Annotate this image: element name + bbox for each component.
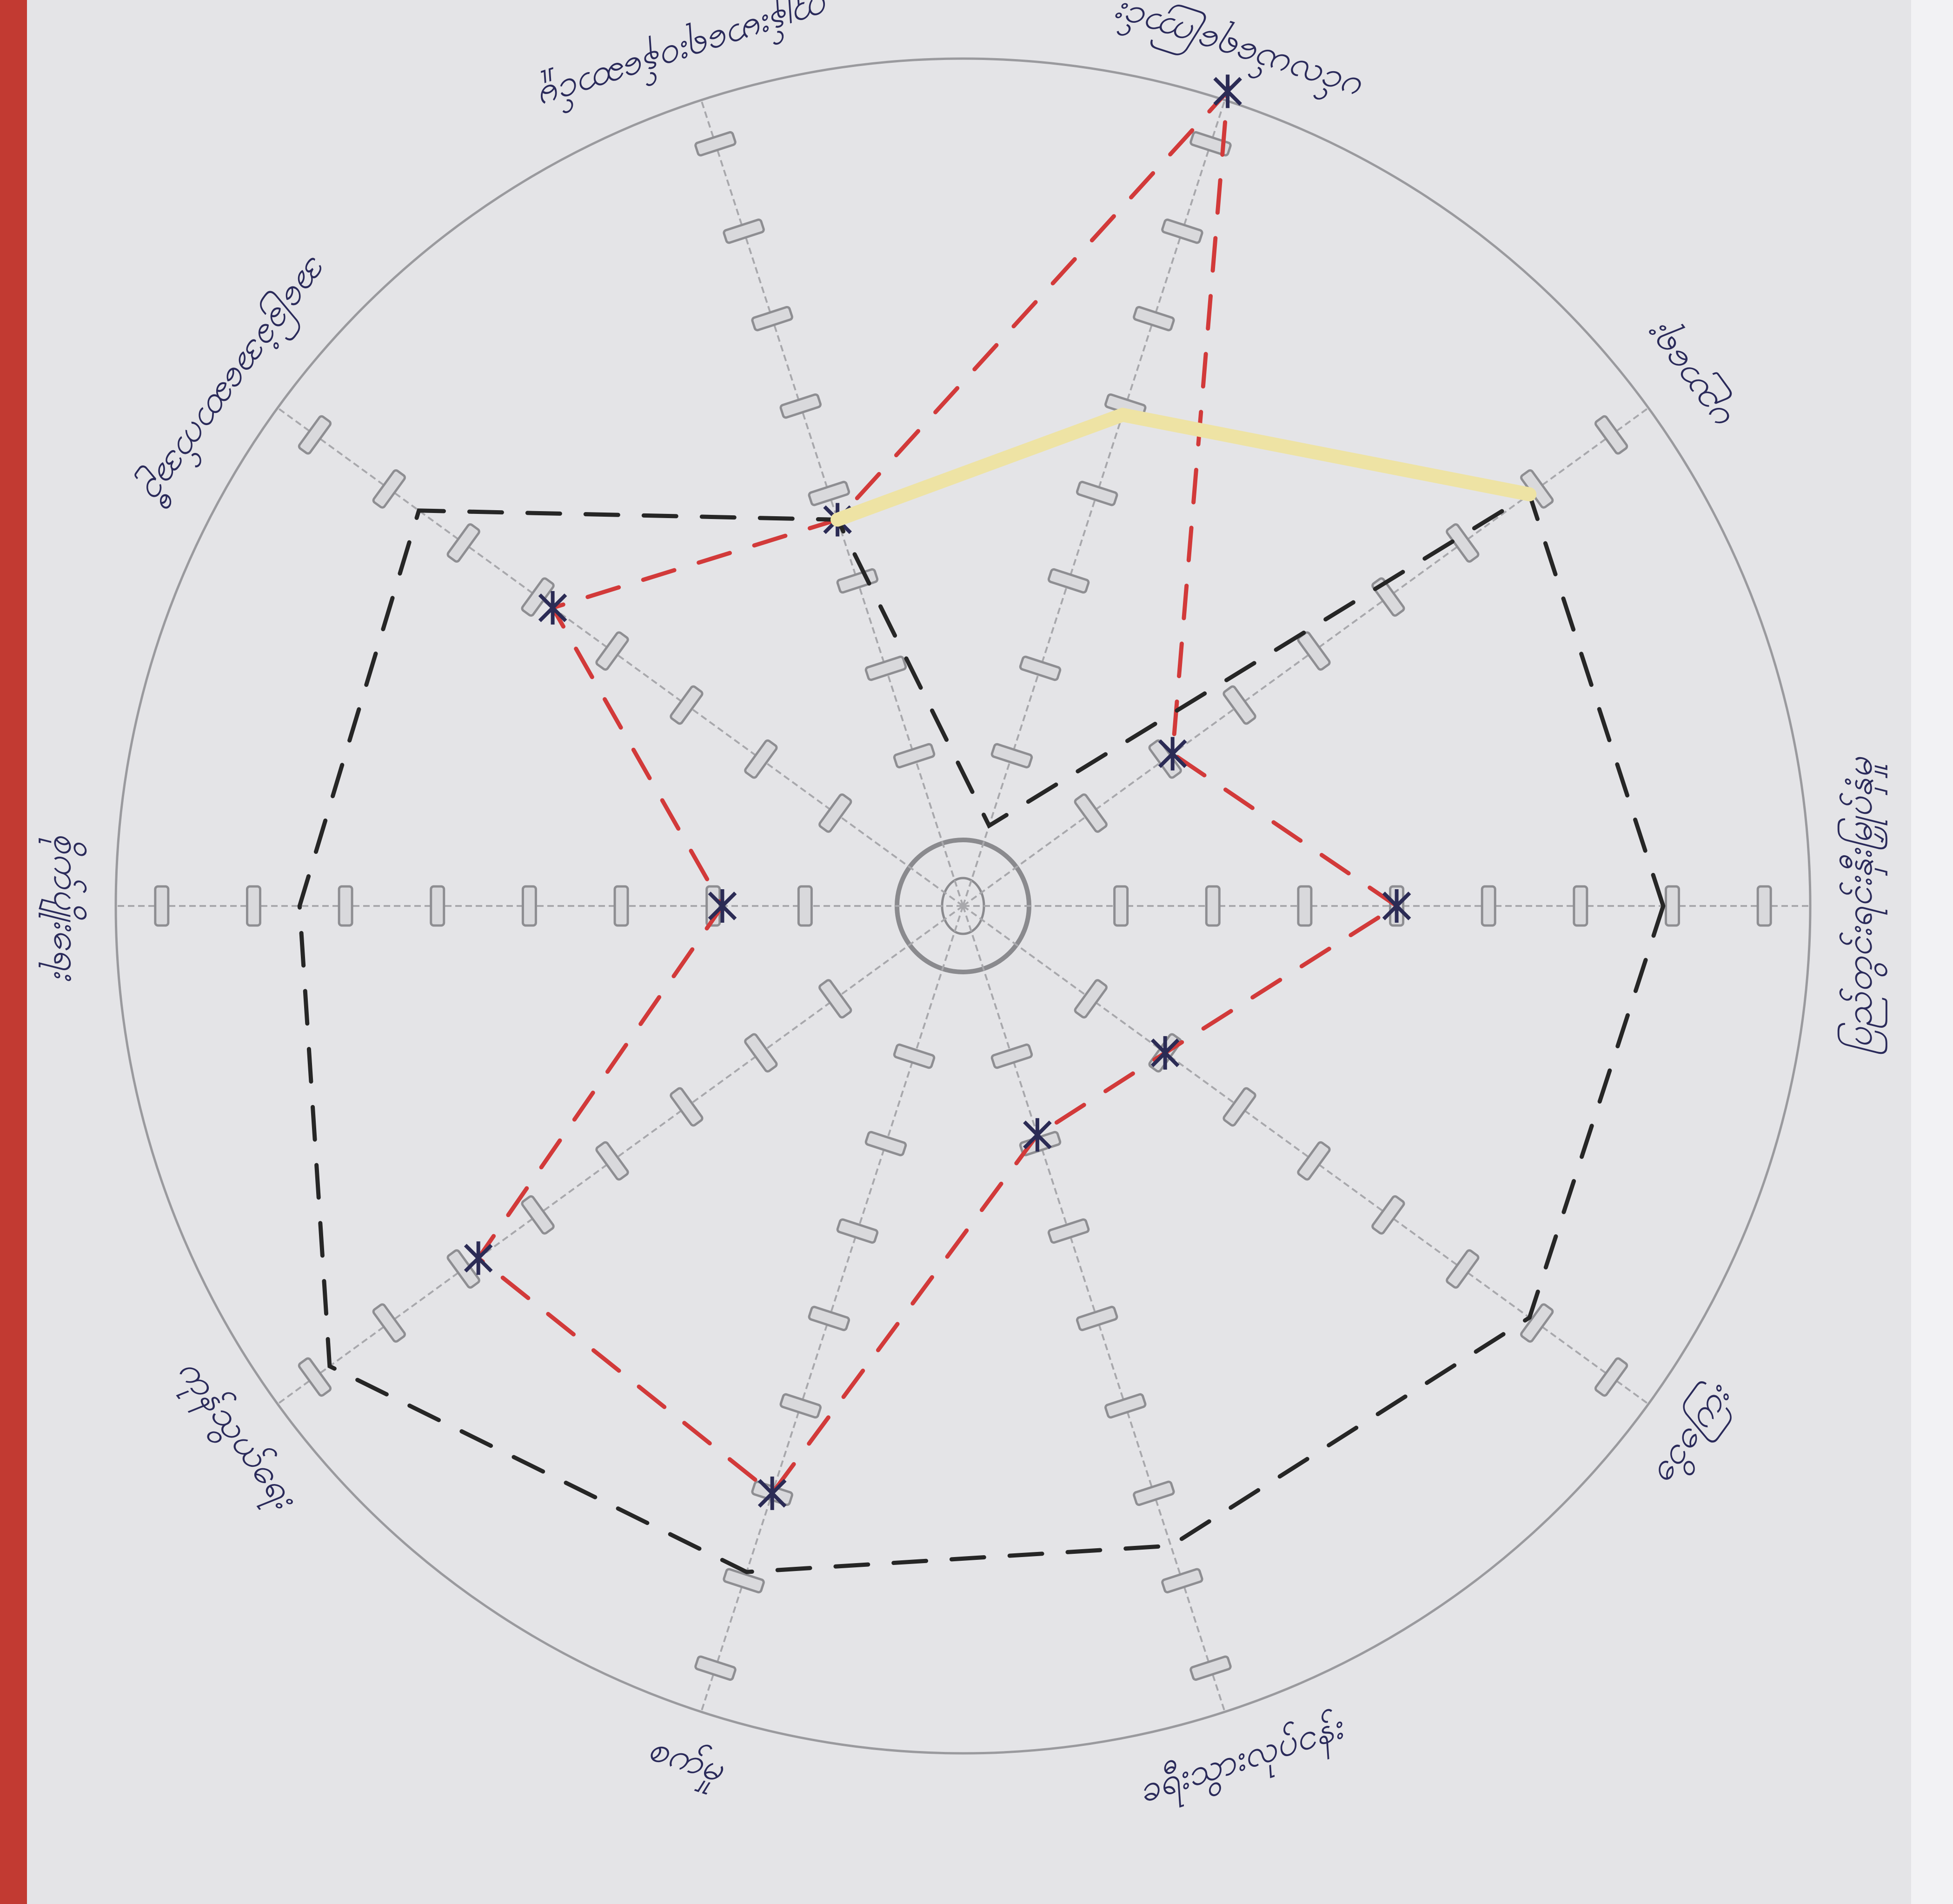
tick-mark (155, 886, 168, 925)
chart: ပြည်တွင်းရင်းနှီးမြှုပ်နှံမှုပညာရေးပင်လယ… (0, 0, 1953, 1904)
page-edge (1911, 0, 1953, 1904)
tick-mark (431, 886, 444, 925)
page: {"chart_data": { "type": "radar", "categ… (0, 0, 1953, 1904)
red-edge (0, 0, 27, 1904)
tick-mark (615, 886, 628, 925)
tick-mark (339, 886, 352, 925)
tick-mark (1758, 886, 1771, 925)
tick-mark (247, 886, 260, 925)
tick-mark (798, 886, 811, 925)
tick-mark (1574, 886, 1587, 925)
axis-label: ပြည်တွင်းရင်းနှီးမြှုပ်နှံမှု (1837, 756, 1887, 1054)
tick-mark (1298, 886, 1311, 925)
tick-mark (1206, 886, 1219, 925)
tick-mark (1482, 886, 1495, 925)
tick-mark (523, 886, 536, 925)
tick-mark (1666, 886, 1679, 925)
tick-mark (1115, 886, 1128, 925)
